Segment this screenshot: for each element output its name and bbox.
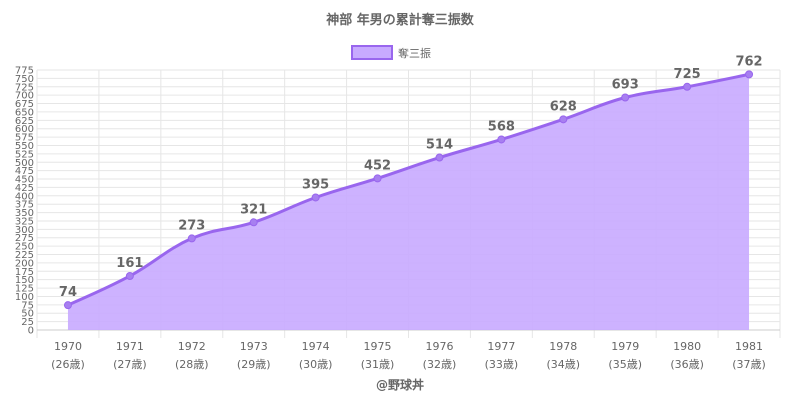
y-tick-label: 25: [21, 317, 34, 328]
x-tick-age: (30歳): [299, 358, 333, 371]
data-point: [249, 218, 258, 227]
x-tick-age: (33歳): [485, 358, 519, 371]
x-tick-age: (34歳): [546, 358, 580, 371]
x-tick-label: 1972: [178, 340, 206, 353]
x-tick-label: 1979: [611, 340, 639, 353]
y-tick-label: 75: [21, 300, 34, 311]
legend[interactable]: 奪三振: [351, 45, 431, 60]
y-tick-label: 200: [15, 258, 34, 269]
data-label: 693: [612, 78, 639, 93]
x-tick-age: (26歳): [51, 358, 85, 371]
y-tick-label: 575: [15, 133, 34, 144]
y-tick-label: 100: [15, 292, 34, 303]
area-fill: [67, 74, 750, 330]
x-tick-age: (35歳): [608, 358, 642, 371]
x-tick-age: (29歳): [237, 358, 271, 371]
chart-title: 神部 年男の累計奪三振数: [326, 12, 475, 28]
data-point: [63, 301, 72, 310]
credit: @野球丼: [376, 377, 424, 392]
y-tick-label: 0: [28, 326, 34, 337]
y-tick-label: 600: [15, 124, 34, 135]
data-label: 161: [116, 256, 143, 271]
series-strikeouts: [63, 70, 754, 330]
x-axis: 1970 (26歳) 1971 (27歳) 1972 (28歳) 1973 (29歳) 1974…: [51, 340, 766, 371]
data-label: 725: [674, 67, 701, 82]
x-tick-age: (27歳): [113, 358, 147, 371]
data-point: [435, 153, 444, 162]
data-labels: 74 161 273 321 395 452 514 568 628 693 725 762: [59, 54, 763, 300]
y-axis: 0255075100125150175200225250275300325350…: [15, 66, 34, 337]
data-point: [621, 93, 630, 102]
y-tick-label: 275: [15, 233, 34, 244]
x-tick-label: 1970: [54, 340, 82, 353]
y-tick-label: 50: [21, 309, 34, 320]
y-tick-label: 450: [15, 175, 34, 186]
legend-swatch: [351, 45, 393, 60]
data-point: [187, 234, 196, 243]
data-point: [497, 135, 506, 144]
y-tick-label: 550: [15, 141, 34, 152]
y-tick-label: 400: [15, 191, 34, 202]
x-tick-age: (36歳): [670, 358, 704, 371]
x-tick-age: (31歳): [361, 358, 395, 371]
y-tick-label: 350: [15, 208, 34, 219]
x-tick-age: (37歳): [732, 358, 766, 371]
data-point: [373, 174, 382, 183]
data-point: [125, 271, 134, 280]
x-tick-label: 1980: [673, 340, 701, 353]
x-tick-age: (28歳): [175, 358, 209, 371]
y-tick-label: 325: [15, 216, 34, 227]
y-tick-label: 375: [15, 200, 34, 211]
x-tick-label: 1973: [240, 340, 268, 353]
data-label: 395: [302, 177, 329, 192]
data-label: 74: [59, 285, 77, 300]
data-point: [311, 193, 320, 202]
data-label: 452: [364, 158, 391, 173]
x-tick-age: (32歳): [423, 358, 457, 371]
y-tick-label: 725: [15, 82, 34, 93]
y-tick-label: 300: [15, 225, 34, 236]
data-label: 514: [426, 138, 453, 153]
data-point: [559, 115, 568, 124]
x-tick-label: 1977: [487, 340, 515, 353]
data-label: 273: [178, 218, 205, 233]
y-tick-label: 425: [15, 183, 34, 194]
y-tick-label: 650: [15, 107, 34, 118]
y-tick-label: 775: [15, 66, 34, 77]
x-tick-label: 1981: [735, 340, 763, 353]
x-tick-label: 1971: [116, 340, 144, 353]
x-tick-label: 1976: [425, 340, 453, 353]
data-label: 762: [735, 54, 762, 69]
y-tick-label: 625: [15, 116, 34, 127]
y-tick-label: 675: [15, 99, 34, 110]
legend-label: 奪三振: [398, 46, 431, 60]
y-tick-label: 125: [15, 284, 34, 295]
y-tick-label: 525: [15, 149, 34, 160]
y-tick-label: 250: [15, 242, 34, 253]
data-point: [683, 82, 692, 91]
data-label: 568: [488, 119, 515, 134]
y-tick-label: 175: [15, 267, 34, 278]
y-tick-label: 475: [15, 166, 34, 177]
y-tick-label: 225: [15, 250, 34, 261]
y-tick-label: 750: [15, 74, 34, 85]
x-tick-label: 1974: [302, 340, 330, 353]
x-tick-label: 1975: [364, 340, 392, 353]
y-tick-label: 150: [15, 275, 34, 286]
data-label: 321: [240, 202, 267, 217]
data-label: 628: [550, 99, 577, 114]
x-tick-label: 1978: [549, 340, 577, 353]
y-tick-label: 500: [15, 158, 34, 169]
data-point: [745, 70, 754, 79]
y-tick-label: 700: [15, 91, 34, 102]
